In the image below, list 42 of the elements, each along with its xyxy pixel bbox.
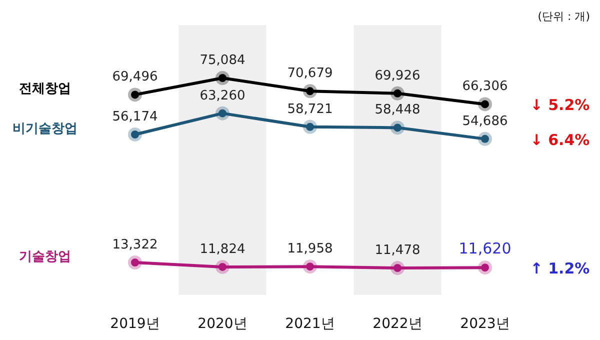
text: 비기술창업: [12, 121, 78, 136]
data-label: 11,620: [458, 240, 512, 258]
data-label: 58,721: [287, 102, 333, 117]
point: [303, 260, 317, 274]
x-tick-label: 2019년: [110, 316, 160, 332]
data-label: 54,686: [462, 114, 508, 129]
point: [303, 120, 317, 134]
point: [478, 97, 492, 112]
point: [390, 261, 404, 275]
text: ↓ 6.4%: [530, 130, 590, 149]
point: [390, 120, 404, 135]
point: [390, 86, 404, 100]
x-tick-label: 2023년: [460, 316, 510, 332]
point: [478, 260, 492, 275]
data-label: 13,322: [112, 237, 158, 252]
data-label: 11,478: [374, 243, 420, 258]
data-label: 58,448: [374, 102, 420, 118]
point: [216, 260, 230, 274]
text: (단위 : 개): [538, 10, 590, 23]
point: [128, 255, 142, 270]
point: [128, 88, 142, 102]
text: ↓ 5.2%: [530, 96, 590, 114]
data-label: 11,824: [200, 242, 246, 257]
x-tick-label: 2020년: [198, 316, 248, 332]
data-label: 69,926: [374, 68, 420, 84]
data-label: 75,084: [200, 53, 246, 68]
text: ↑ 1.2%: [530, 260, 590, 278]
x-tick-label: 2021년: [285, 316, 335, 332]
data-label: 70,679: [287, 66, 333, 82]
text: 전체창업: [19, 82, 71, 97]
point: [216, 71, 230, 85]
point: [216, 106, 230, 120]
data-label: 56,174: [112, 109, 158, 124]
text: 기술창업: [19, 249, 71, 264]
point: [303, 84, 317, 98]
x-tick-label: 2022년: [372, 316, 422, 332]
data-label: 69,496: [112, 70, 158, 85]
point: [478, 132, 492, 146]
point: [128, 127, 142, 142]
data-label: 66,306: [462, 79, 508, 94]
data-label: 63,260: [200, 88, 246, 104]
data-label: 11,958: [287, 242, 333, 257]
